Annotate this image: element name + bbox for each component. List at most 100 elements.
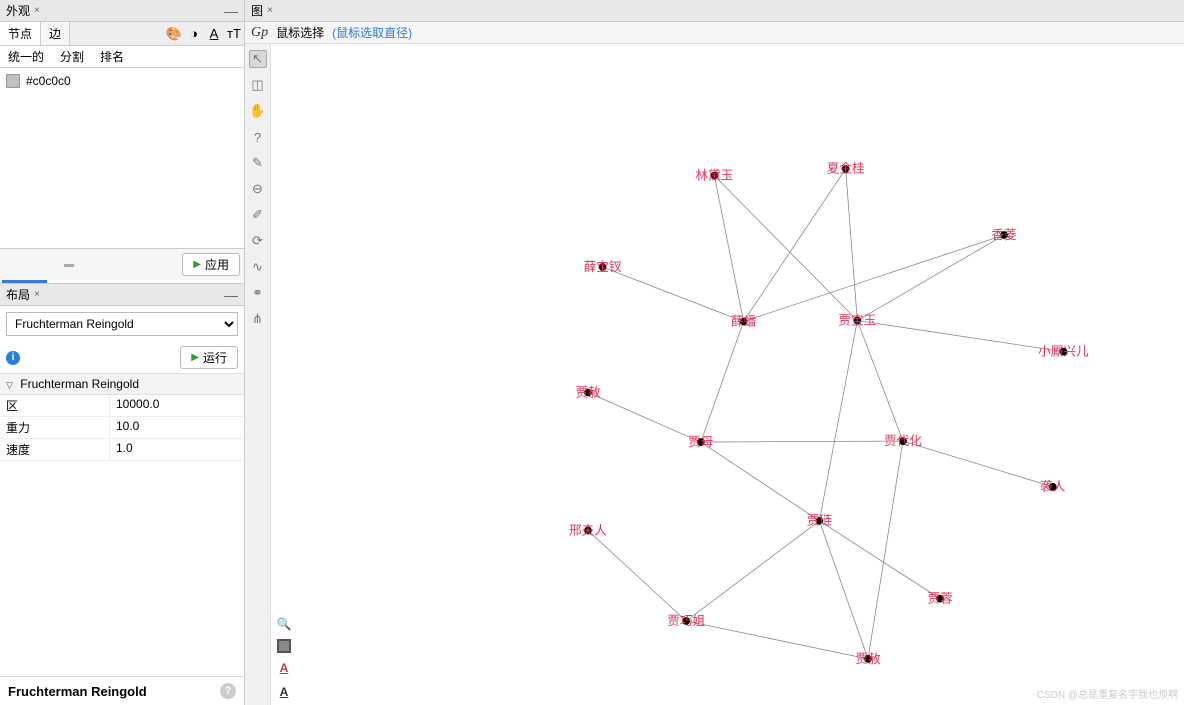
label-color-a[interactable]: A [275, 659, 293, 677]
close-icon[interactable]: × [267, 5, 273, 16]
graph-edge [714, 176, 743, 322]
graph-edge [744, 235, 1005, 322]
size-icon[interactable]: ◑ [184, 26, 204, 41]
query-tool[interactable]: ? [249, 128, 267, 146]
graph-tab[interactable]: 图 × [245, 0, 279, 21]
property-row[interactable]: 速度1.0 [0, 439, 244, 461]
run-button[interactable]: ▶ 运行 [180, 346, 238, 369]
graph-edge [857, 321, 1063, 352]
hand-tool[interactable]: ✋ [249, 102, 267, 120]
property-value: 10000.0 [110, 395, 244, 416]
graph-edge [819, 321, 857, 521]
graph-node-label: 薛蟠 [731, 314, 757, 328]
left-column: 外观 × — 节点 边 🎨 ◑ A тT 统一的 分割 排名 #c0c0c0 [0, 0, 245, 705]
palette-icon[interactable]: 🎨 [164, 26, 184, 42]
pointer-tool[interactable]: ↖ [249, 50, 267, 68]
apply-button[interactable]: ▶ 应用 [182, 253, 240, 276]
tt-icon[interactable]: тT [224, 26, 244, 41]
close-icon[interactable]: × [34, 5, 40, 16]
help-icon[interactable]: ? [220, 683, 236, 699]
property-row[interactable]: 重力10.0 [0, 417, 244, 439]
drag-handle-icon[interactable]: ▬ [64, 259, 74, 270]
color-list: #c0c0c0 [0, 68, 244, 248]
graph-edge [588, 392, 701, 442]
graph-edge [857, 235, 1004, 321]
tab-ranking[interactable]: 排名 [92, 45, 132, 68]
layout-tab[interactable]: 布局 × [0, 284, 46, 305]
graph-canvas[interactable]: 林黛玉夏金桂香菱薛宝钗薛蟠贾宝玉小厮兴儿贾赦贾母贾代化袭人邢夫人贾琏贾蓉贾巧姐贾… [271, 44, 1184, 705]
graph-edge [868, 441, 903, 659]
tool-mode-label: 鼠标选择 [276, 24, 324, 41]
graph-edge [701, 441, 903, 442]
graph-node-label: 袭人 [1040, 480, 1066, 494]
graph-node-label: 小厮兴儿 [1038, 345, 1089, 359]
algorithm-select[interactable]: Fruchterman Reingold [6, 312, 238, 336]
graph-edge [701, 322, 744, 443]
zoom-tool[interactable]: 🔍 [275, 615, 293, 633]
graph-edge [846, 169, 858, 321]
tab-unified[interactable]: 统一的 [0, 45, 52, 68]
info-icon[interactable]: i [6, 351, 20, 365]
tool-diameter-link[interactable]: (鼠标选取直径) [332, 24, 412, 41]
tab-nodes[interactable]: 节点 [0, 22, 41, 45]
property-row[interactable]: 区10000.0 [0, 395, 244, 417]
graph-node-label: 林黛玉 [695, 169, 733, 183]
layout-properties: 区10000.0重力10.0速度1.0 [0, 395, 244, 461]
graph-node-label: 夏金桂 [827, 161, 865, 176]
network-svg: 林黛玉夏金桂香菱薛宝钗薛蟠贾宝玉小厮兴儿贾赦贾母贾代化袭人邢夫人贾琏贾蓉贾巧姐贾… [271, 44, 1184, 705]
play-icon: ▶ [193, 259, 201, 270]
graph-node-label: 贾代化 [884, 434, 922, 448]
graph-edge [603, 267, 744, 321]
layout-section-header[interactable]: ▽ Fruchterman Reingold [0, 373, 244, 395]
appearance-tab-label: 外观 [6, 2, 30, 19]
graph-node-label: 贾琏 [807, 514, 833, 528]
color-item[interactable]: #c0c0c0 [6, 74, 238, 88]
graph-node-label: 薛宝钗 [584, 260, 622, 274]
refresh-tool[interactable]: ⟳ [249, 232, 267, 250]
appearance-mode-tabs: 统一的 分割 排名 [0, 46, 244, 68]
graph-toolbar: Gp 鼠标选择 (鼠标选取直径) [245, 22, 1184, 44]
label-color-b[interactable]: A [275, 683, 293, 701]
minimize-icon[interactable]: — [218, 6, 244, 16]
play-icon: ▶ [191, 352, 199, 363]
graph-edge [701, 442, 820, 521]
share-tool[interactable]: ⚭ [249, 284, 267, 302]
property-key: 重力 [0, 417, 110, 438]
graph-node-label: 邢夫人 [569, 523, 607, 537]
watermark: CSDN @总是重复名字我也烦啊 [1037, 686, 1178, 701]
minimize-icon[interactable]: — [218, 290, 244, 300]
gephi-logo-icon: Gp [251, 25, 268, 41]
graph-node-label: 贾蓉 [927, 592, 953, 606]
footer-title: Fruchterman Reingold [8, 684, 147, 699]
label-icon[interactable]: A [204, 26, 224, 41]
graph-edge [857, 321, 903, 442]
appearance-tab[interactable]: 外观 × [0, 0, 46, 21]
marquee-tool[interactable]: ◫ [249, 76, 267, 94]
algorithm-select-row: Fruchterman Reingold [0, 306, 244, 342]
link-tool[interactable]: ∿ [249, 258, 267, 276]
graph-edge [588, 531, 686, 621]
side-toolbar-bottom: 🔍 AA [271, 615, 297, 701]
graph-node-label: 贾巧姐 [667, 614, 705, 628]
appearance-element-tabs: 节点 边 🎨 ◑ A тT [0, 22, 244, 46]
graph-node-label: 贾赦 [855, 651, 881, 666]
layout-panel: 布局 × — Fruchterman Reingold i ▶ 运行 [0, 283, 244, 705]
close-icon[interactable]: × [34, 289, 40, 300]
tab-partition[interactable]: 分割 [52, 45, 92, 68]
pencil-tool[interactable]: ✎ [249, 154, 267, 172]
graph-node-label: 贾赦 [575, 384, 601, 399]
graph-edge [744, 169, 846, 322]
property-value: 1.0 [110, 439, 244, 460]
bg-color-tool[interactable] [277, 639, 291, 653]
brush-tool[interactable]: ✐ [249, 206, 267, 224]
graph-edge [686, 521, 819, 621]
path-tool[interactable]: ⋔ [249, 310, 267, 328]
property-key: 速度 [0, 439, 110, 460]
graph-edge [819, 521, 868, 659]
apply-label: 应用 [205, 256, 229, 273]
target-tool[interactable]: ⊖ [249, 180, 267, 198]
graph-tabbar: 图 × [245, 0, 1184, 22]
tab-edges[interactable]: 边 [41, 22, 70, 45]
collapse-icon: ▽ [6, 380, 13, 390]
run-label: 运行 [203, 349, 227, 366]
